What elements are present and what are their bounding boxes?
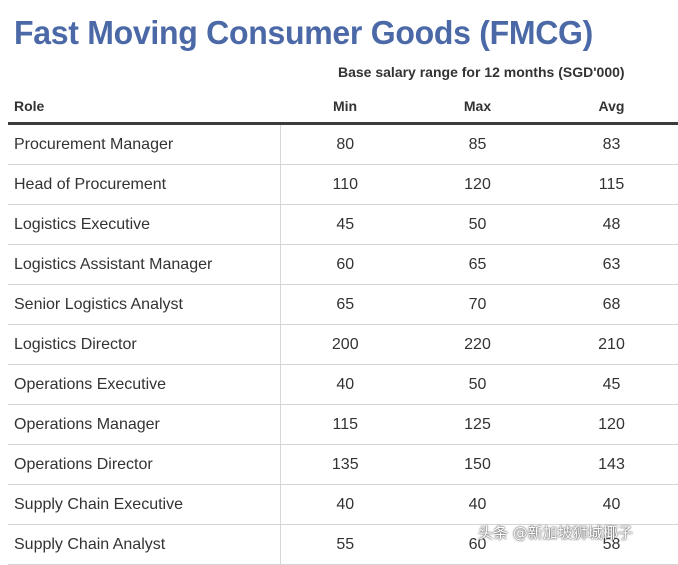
table-row: Supply Chain Executive 40 40 40 bbox=[8, 484, 678, 525]
watermark: 头条 @新加坡狮城椰子 bbox=[478, 524, 633, 542]
max-cell: 220 bbox=[410, 324, 545, 365]
avg-cell: 83 bbox=[545, 123, 678, 165]
role-cell: Supply Chain Analyst bbox=[8, 524, 281, 565]
min-cell: 65 bbox=[280, 284, 410, 325]
avg-cell: 68 bbox=[545, 284, 678, 325]
salary-table: Role Min Max Avg Procurement Manager 80 … bbox=[8, 90, 678, 565]
role-cell: Supply Chain Executive bbox=[8, 484, 281, 525]
table-header-row: Role Min Max Avg bbox=[8, 90, 678, 125]
role-cell: Operations Executive bbox=[8, 364, 281, 405]
column-header-min: Min bbox=[280, 90, 410, 125]
max-cell: 85 bbox=[410, 123, 545, 165]
role-cell: Procurement Manager bbox=[8, 123, 281, 165]
role-cell: Logistics Executive bbox=[8, 204, 281, 245]
role-cell: Operations Manager bbox=[8, 404, 281, 445]
avg-cell: 40 bbox=[545, 484, 678, 525]
min-cell: 45 bbox=[280, 204, 410, 245]
table-row: Logistics Executive 45 50 48 bbox=[8, 204, 678, 245]
min-cell: 80 bbox=[280, 123, 410, 165]
role-cell: Logistics Assistant Manager bbox=[8, 244, 281, 285]
column-header-avg: Avg bbox=[545, 90, 678, 125]
min-cell: 115 bbox=[280, 404, 410, 445]
min-cell: 40 bbox=[280, 364, 410, 405]
max-cell: 150 bbox=[410, 444, 545, 485]
max-cell: 50 bbox=[410, 364, 545, 405]
avg-cell: 115 bbox=[545, 164, 678, 205]
min-cell: 40 bbox=[280, 484, 410, 525]
min-cell: 110 bbox=[280, 164, 410, 205]
avg-cell: 45 bbox=[545, 364, 678, 405]
table-row: Senior Logistics Analyst 65 70 68 bbox=[8, 284, 678, 325]
max-cell: 125 bbox=[410, 404, 545, 445]
min-cell: 60 bbox=[280, 244, 410, 285]
avg-cell: 63 bbox=[545, 244, 678, 285]
table-row: Head of Procurement 110 120 115 bbox=[8, 164, 678, 205]
min-cell: 55 bbox=[280, 524, 410, 565]
avg-cell: 143 bbox=[545, 444, 678, 485]
column-header-role: Role bbox=[8, 90, 280, 125]
avg-cell: 48 bbox=[545, 204, 678, 245]
max-cell: 120 bbox=[410, 164, 545, 205]
column-header-max: Max bbox=[410, 90, 545, 125]
role-cell: Senior Logistics Analyst bbox=[8, 284, 281, 325]
table-subtitle: Base salary range for 12 months (SGD'000… bbox=[338, 64, 625, 80]
avg-cell: 120 bbox=[545, 404, 678, 445]
min-cell: 135 bbox=[280, 444, 410, 485]
table-row: Logistics Director 200 220 210 bbox=[8, 324, 678, 365]
role-cell: Logistics Director bbox=[8, 324, 281, 365]
max-cell: 50 bbox=[410, 204, 545, 245]
table-row: Operations Manager 115 125 120 bbox=[8, 404, 678, 445]
page-title: Fast Moving Consumer Goods (FMCG) bbox=[14, 14, 594, 51]
table-row: Operations Director 135 150 143 bbox=[8, 444, 678, 485]
avg-cell: 210 bbox=[545, 324, 678, 365]
table-row: Procurement Manager 80 85 83 bbox=[8, 123, 678, 165]
table-row: Logistics Assistant Manager 60 65 63 bbox=[8, 244, 678, 285]
max-cell: 65 bbox=[410, 244, 545, 285]
max-cell: 40 bbox=[410, 484, 545, 525]
max-cell: 70 bbox=[410, 284, 545, 325]
role-cell: Head of Procurement bbox=[8, 164, 281, 205]
table-row: Operations Executive 40 50 45 bbox=[8, 364, 678, 405]
role-cell: Operations Director bbox=[8, 444, 281, 485]
min-cell: 200 bbox=[280, 324, 410, 365]
